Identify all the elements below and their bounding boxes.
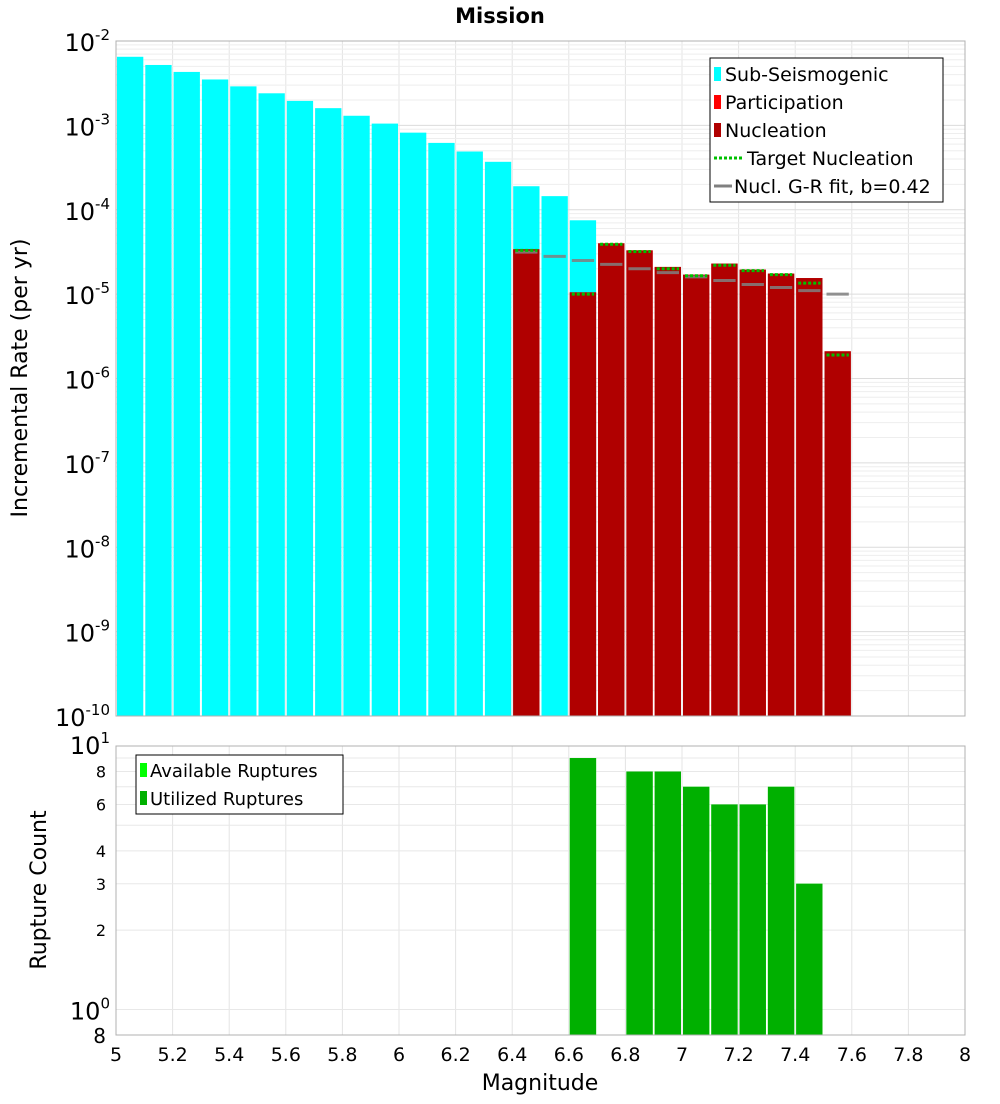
utilized-ruptures-bar — [796, 883, 823, 1035]
x-tick-label: 5.4 — [214, 1044, 244, 1066]
sub-seismogenic-bar — [315, 108, 342, 717]
nucleation-bar — [711, 263, 738, 716]
top-y-tick-label: 10-7 — [64, 448, 110, 479]
utilized-ruptures-bar — [683, 786, 710, 1035]
nucleation-bar — [739, 269, 766, 716]
bottom-y-decade-label: 100 — [70, 994, 110, 1025]
x-tick-label: 5.2 — [157, 1044, 187, 1066]
x-tick-label: 8 — [959, 1044, 971, 1066]
sub-seismogenic-bar — [343, 115, 370, 716]
sub-seismogenic-bar — [173, 71, 200, 717]
top-y-tick-label: 10-4 — [64, 195, 110, 226]
top-y-tick-label: 10-3 — [64, 110, 110, 141]
legend-label: Sub-Seismogenic — [725, 64, 889, 86]
x-tick-label: 6 — [393, 1044, 405, 1066]
x-tick-label: 7.8 — [893, 1044, 923, 1066]
sub-seismogenic-bar — [371, 123, 398, 716]
sub-seismogenic-bar — [117, 56, 144, 716]
sub-seismogenic-bar — [400, 132, 427, 716]
utilized-ruptures-bar — [767, 786, 795, 1035]
nucleation-bar — [513, 249, 540, 716]
top-legend-box — [709, 57, 944, 203]
x-tick-label: 7 — [676, 1044, 688, 1066]
x-tick-label: 6.6 — [554, 1044, 584, 1066]
top-y-tick-label: 10-2 — [64, 26, 110, 57]
nucleation-bar — [654, 266, 681, 716]
sub-seismogenic-bar — [428, 142, 455, 716]
legend-label: Target Nucleation — [746, 148, 914, 170]
legend-label: Nucleation — [725, 120, 827, 142]
top-y-tick-label: 10-10 — [55, 701, 110, 732]
sub-seismogenic-bar — [541, 196, 568, 716]
bottom-plot-border — [115, 745, 966, 1036]
x-axis-label: Magnitude — [482, 1071, 599, 1096]
bottom-legend-box — [135, 754, 344, 815]
bottom-y-decade-label: 101 — [70, 729, 110, 760]
nucleation-bar — [796, 278, 823, 716]
x-tick-label: 6.4 — [497, 1044, 527, 1066]
bottom-y-axis-label: Rupture Count — [27, 810, 52, 970]
x-tick-label: 7.4 — [780, 1044, 810, 1066]
utilized-ruptures-bar — [739, 804, 766, 1035]
utilized-ruptures-bar — [626, 771, 653, 1035]
x-tick-label: 7.6 — [837, 1044, 867, 1066]
legend-swatch — [140, 763, 147, 777]
x-tick-label: 6.8 — [610, 1044, 640, 1066]
utilized-ruptures-bar — [711, 804, 738, 1035]
x-tick-label: 5 — [110, 1044, 122, 1066]
nucleation-bar — [683, 274, 710, 716]
utilized-ruptures-bar — [569, 758, 597, 1035]
bottom-y-tick-label: 2 — [96, 921, 106, 940]
bottom-y-tick-label: 8 — [96, 763, 106, 782]
bottom-y-tick-label: 6 — [96, 795, 106, 814]
legend-label: Participation — [725, 92, 844, 114]
nucleation-bar — [569, 292, 597, 716]
utilized-ruptures-bar — [654, 771, 681, 1035]
sub-seismogenic-bar — [145, 64, 172, 716]
legend-swatch — [140, 791, 147, 805]
sub-seismogenic-bar — [201, 79, 229, 717]
sub-seismogenic-bar — [258, 93, 285, 716]
x-tick-label: 5.6 — [271, 1044, 301, 1066]
sub-seismogenic-bar — [456, 151, 483, 716]
top-y-tick-label: 10-9 — [64, 617, 110, 648]
legend-swatch — [714, 123, 721, 137]
nucleation-bar — [767, 273, 795, 716]
bottom-y-tick-label: 8 — [93, 1024, 106, 1048]
x-tick-label: 5.8 — [327, 1044, 357, 1066]
nucleation-bar — [598, 243, 625, 717]
top-y-tick-label: 10-6 — [64, 364, 110, 395]
top-plot-border — [115, 40, 966, 717]
top-y-axis-label: Incremental Rate (per yr) — [8, 239, 33, 518]
legend-swatch — [714, 95, 721, 109]
x-tick-label: 7.2 — [723, 1044, 753, 1066]
chart-title: Mission — [455, 4, 545, 28]
sub-seismogenic-bar — [484, 161, 512, 716]
legend-swatch — [714, 67, 721, 81]
sub-seismogenic-bar — [230, 86, 257, 716]
top-y-tick-label: 10-5 — [64, 279, 110, 310]
sub-seismogenic-bar — [286, 100, 314, 717]
legend-label: Available Ruptures — [150, 761, 318, 782]
legend-label: Nucl. G-R fit, b=0.42 — [734, 176, 931, 198]
nucleation-bar — [626, 250, 653, 717]
bottom-y-tick-label: 4 — [96, 842, 106, 861]
top-y-tick-label: 10-8 — [64, 532, 110, 563]
legend-label: Utilized Ruptures — [150, 789, 303, 810]
x-tick-label: 6.2 — [440, 1044, 470, 1066]
bottom-y-tick-label: 3 — [96, 875, 106, 894]
nucleation-bar — [824, 351, 851, 716]
